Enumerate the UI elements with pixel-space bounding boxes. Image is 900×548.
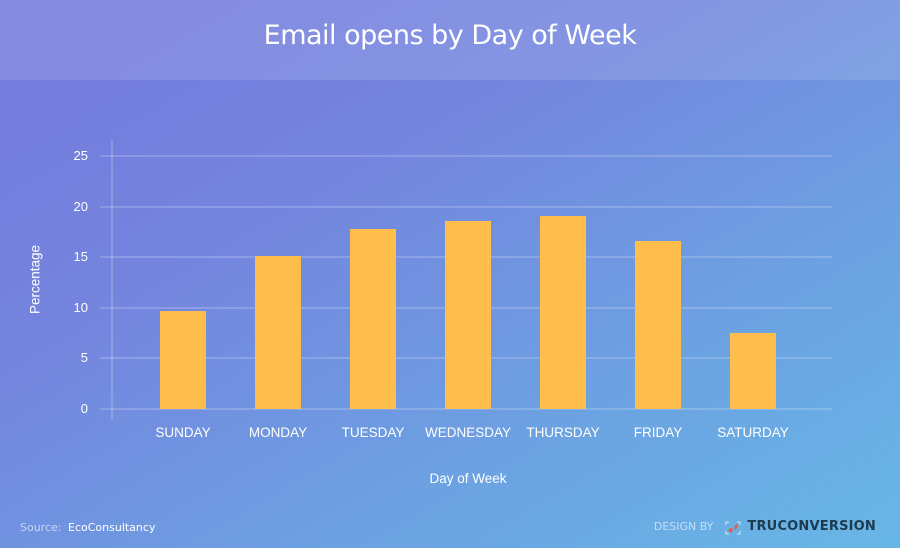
y-tick-label: 25 bbox=[73, 148, 88, 163]
credit-label: DESIGN BY bbox=[653, 520, 714, 533]
y-tick-label: 15 bbox=[73, 249, 88, 264]
y-tick-label: 0 bbox=[80, 401, 88, 416]
bar-saturday bbox=[730, 333, 776, 409]
bar-monday bbox=[255, 256, 301, 409]
bar-tuesday bbox=[350, 228, 396, 409]
x-tick-label: THURSDAY bbox=[526, 425, 600, 440]
x-tick-label: TUESDAY bbox=[341, 425, 405, 440]
chart-title: Email opens by Day of Week bbox=[263, 20, 637, 51]
design-credit: DESIGN BY TRUCONVERSION bbox=[654, 519, 876, 534]
source-note: Source: EcoConsultancy bbox=[20, 521, 155, 534]
y-tick-label: 10 bbox=[73, 300, 88, 315]
bar-sunday bbox=[160, 310, 206, 409]
y-tick-label: 5 bbox=[80, 350, 88, 365]
x-axis-label: Day of Week bbox=[429, 471, 507, 486]
title-banner: Email opens by Day of Week bbox=[0, 0, 900, 80]
gridline-20 bbox=[100, 206, 832, 208]
bar-wednesday bbox=[445, 220, 491, 409]
y-tick-label: 20 bbox=[73, 199, 88, 214]
x-tick-label: WEDNESDAY bbox=[424, 425, 511, 440]
x-tick-label: SATURDAY bbox=[717, 425, 789, 440]
bar-friday bbox=[635, 241, 681, 409]
y-axis-line bbox=[111, 140, 113, 420]
x-tick-label: FRIDAY bbox=[633, 425, 683, 440]
gridline-25 bbox=[100, 155, 832, 157]
x-tick-label: SUNDAY bbox=[155, 425, 211, 440]
brand-name: TRUCONVERSION bbox=[747, 519, 876, 534]
source-label: Source: bbox=[20, 521, 62, 534]
gridline-0 bbox=[100, 408, 832, 410]
truconversion-logo-icon bbox=[725, 520, 741, 534]
source-value: EcoConsultancy bbox=[68, 521, 156, 534]
x-tick-label: MONDAY bbox=[248, 425, 308, 440]
y-axis-label: Percentage bbox=[27, 244, 43, 315]
bar-thursday bbox=[540, 215, 586, 409]
